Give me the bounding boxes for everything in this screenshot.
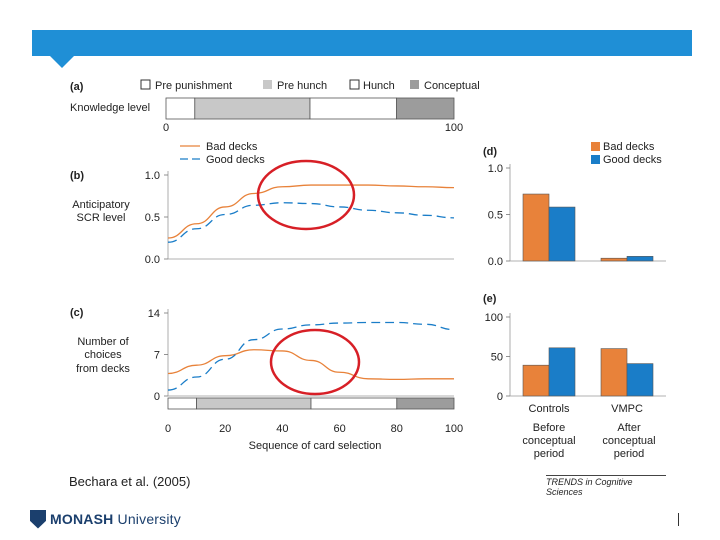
c-ylabel-3: from decks — [76, 363, 130, 375]
timeline-segment-hunch — [309, 97, 397, 120]
timeline-segment-pre-hunch — [194, 97, 311, 120]
legend-swatch-hunch — [349, 79, 360, 90]
legend-swatch-conceptual — [410, 80, 419, 89]
d-legend-bad: Bad decks — [603, 141, 655, 153]
d-legend-good: Good decks — [603, 154, 662, 166]
y-tick-label: 0.0 — [145, 254, 160, 266]
panel-b-label: (b) — [70, 170, 84, 182]
bar-vmpc-good-decks — [626, 363, 654, 397]
y-tick-label: 0.0 — [488, 256, 503, 268]
legend-hunch: Hunch — [363, 80, 395, 92]
legend-swatch-pre-hunch — [263, 80, 272, 89]
y-tick-label: 7 — [154, 350, 160, 362]
panel-e-label: (e) — [483, 293, 497, 305]
bar-controls-good-decks — [548, 347, 576, 397]
legend-pre-hunch: Pre hunch — [277, 80, 327, 92]
y-tick-label: 0 — [154, 391, 160, 403]
y-tick-label: 1.0 — [488, 163, 503, 175]
monash-shield-icon — [30, 509, 46, 529]
bar-controls-bad-decks — [522, 364, 550, 397]
x-tick-label: 20 — [219, 423, 231, 435]
panel-e: (e) 0 50 100 Controls VMPC Before conceptual… — [483, 293, 666, 460]
citation: Bechara et al. (2005) — [69, 474, 191, 489]
panel-a: (a) Pre punishment Pre hunch Hunch Conce… — [70, 79, 480, 134]
header-banner — [32, 30, 692, 56]
y-tick-label: 14 — [148, 308, 160, 320]
y-tick-label: 0.5 — [145, 212, 160, 224]
y-tick-label: 100 — [485, 312, 503, 324]
knowledge-level-label: Knowledge level — [70, 102, 150, 114]
bar-vmpc-bad-decks — [600, 348, 628, 397]
panel-d: (d) Bad decks Good decks 0.0 0.5 1.0 — [483, 141, 666, 268]
d-legend-swatch-bad — [591, 142, 600, 151]
legend-conceptual: Conceptual — [424, 80, 480, 92]
panel-c: (c) Number of choices from decks 0 7 14 0 20… — [70, 307, 463, 452]
bar-controls-good-decks — [548, 206, 576, 262]
panel-c-label: (c) — [70, 307, 84, 319]
journal-credit: TRENDS in Cognitive Sciences — [546, 475, 666, 497]
c-xlabel: Sequence of card selection — [249, 440, 382, 452]
panel-d-label: (d) — [483, 146, 497, 158]
c-ylabel-2: choices — [84, 349, 122, 361]
logo-bold: MONASH — [50, 511, 114, 527]
y-tick-label: 0 — [497, 391, 503, 403]
monash-logo: MONASH University — [30, 508, 181, 530]
bar-vmpc-bad-decks — [600, 257, 628, 262]
timeline-segment-pre-hunch — [196, 397, 312, 410]
b-ylabel-2: SCR level — [77, 212, 126, 224]
series-line-good-decks — [167, 202, 455, 243]
a-tick-0: 0 — [163, 122, 169, 134]
y-tick-label: 50 — [491, 352, 503, 364]
e-note-1-line-3: period — [534, 448, 565, 460]
timeline-segment-conceptual — [395, 97, 455, 120]
series-line-good-decks — [167, 321, 455, 391]
e-note-1-line-1: Before — [533, 422, 565, 434]
page-number-marker — [678, 513, 679, 526]
e-note-2-line-2: conceptual — [602, 435, 655, 447]
panel-b: (b) Bad decks Good decks Anticipatory SC… — [70, 141, 455, 266]
category-label: VMPC — [611, 403, 643, 415]
b-legend-bad: Bad decks — [206, 141, 258, 153]
y-tick-label: 0.5 — [488, 210, 503, 222]
bar-controls-bad-decks — [522, 193, 550, 262]
d-legend-swatch-good — [591, 155, 600, 164]
category-label: Controls — [529, 403, 570, 415]
b-legend-good: Good decks — [206, 154, 265, 166]
series-line-bad-decks — [167, 184, 455, 239]
e-note-2-line-3: period — [614, 448, 645, 460]
highlight-circle-c — [269, 328, 361, 396]
x-tick-label: 60 — [333, 423, 345, 435]
x-tick-label: 0 — [165, 423, 171, 435]
y-tick-label: 1.0 — [145, 170, 160, 182]
logo-text: MONASH University — [50, 511, 181, 527]
highlight-circle-b — [256, 159, 356, 231]
c-ylabel-1: Number of — [77, 336, 129, 348]
legend-pre-punishment: Pre punishment — [155, 80, 232, 92]
e-note-1-line-2: conceptual — [522, 435, 575, 447]
timeline-segment-pre-punishment — [167, 397, 198, 410]
timeline-segment-conceptual — [396, 397, 455, 410]
banner-pointer — [50, 56, 74, 68]
panel-a-label: (a) — [70, 81, 84, 93]
x-tick-label: 80 — [391, 423, 403, 435]
a-tick-100: 100 — [445, 122, 463, 134]
logo-rest: University — [113, 511, 181, 527]
x-tick-label: 100 — [445, 423, 463, 435]
legend-swatch-pre-punishment — [140, 79, 151, 90]
b-ylabel-1: Anticipatory — [72, 199, 130, 211]
bar-vmpc-good-decks — [626, 256, 654, 262]
timeline-segment-pre-punishment — [165, 97, 196, 120]
x-tick-label: 40 — [276, 423, 288, 435]
series-line-bad-decks — [167, 349, 454, 381]
timeline-segment-hunch — [310, 397, 398, 410]
e-note-2-line-1: After — [617, 422, 641, 434]
